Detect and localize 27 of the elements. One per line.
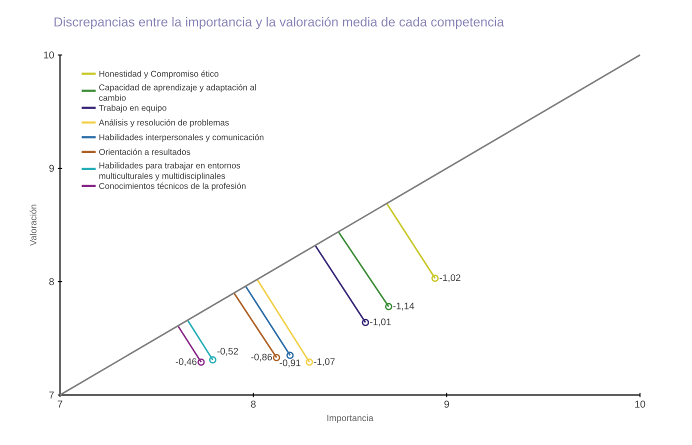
annotation: -0,91 — [280, 360, 300, 368]
legend-label: Trabajo en equipo — [98, 104, 166, 113]
annotation: -0,46 — [176, 358, 197, 366]
x-axis-title: Importancia — [327, 414, 374, 423]
y-tick-label: 7 — [49, 392, 54, 398]
legend-label: Conocimientos técnicos de la profesión — [99, 182, 246, 191]
chart-title: Discrepancias entre la importancia y la valoración media de cada competencia — [54, 16, 504, 30]
x-tick-label: 9 — [444, 400, 449, 408]
legend-label: Capacidad de aprendizaje y adaptación al cambio — [99, 84, 256, 101]
annotation: -0,86 — [251, 354, 272, 362]
legend-label: Habilidades para trabajar en entornos multiculturales y multidisciplinales — [99, 162, 240, 181]
annotation: -0,52 — [217, 348, 238, 356]
x-tick-label: 10 — [635, 400, 646, 408]
annotation: -1,02 — [440, 274, 460, 282]
annotation: -1,01 — [370, 318, 391, 326]
annotation: -1,07 — [314, 358, 335, 366]
y-tick-label: 9 — [49, 164, 54, 172]
legend-label: Análisis y resolución de problemas — [98, 119, 229, 128]
y-tick-label: 8 — [49, 278, 54, 286]
y-axis-title: Valoración — [30, 204, 36, 246]
legend-label: Orientación a resultados — [99, 148, 190, 155]
x-tick-label: 7 — [58, 400, 62, 408]
y-tick-label: 10 — [44, 51, 54, 59]
x-tick-label: 8 — [251, 400, 256, 408]
legend-label: Honestidad y Compromiso ético — [99, 70, 218, 78]
legend-label: Habilidades interpersonales y comunicación — [99, 134, 264, 142]
annotation: -1,14 — [393, 302, 414, 310]
